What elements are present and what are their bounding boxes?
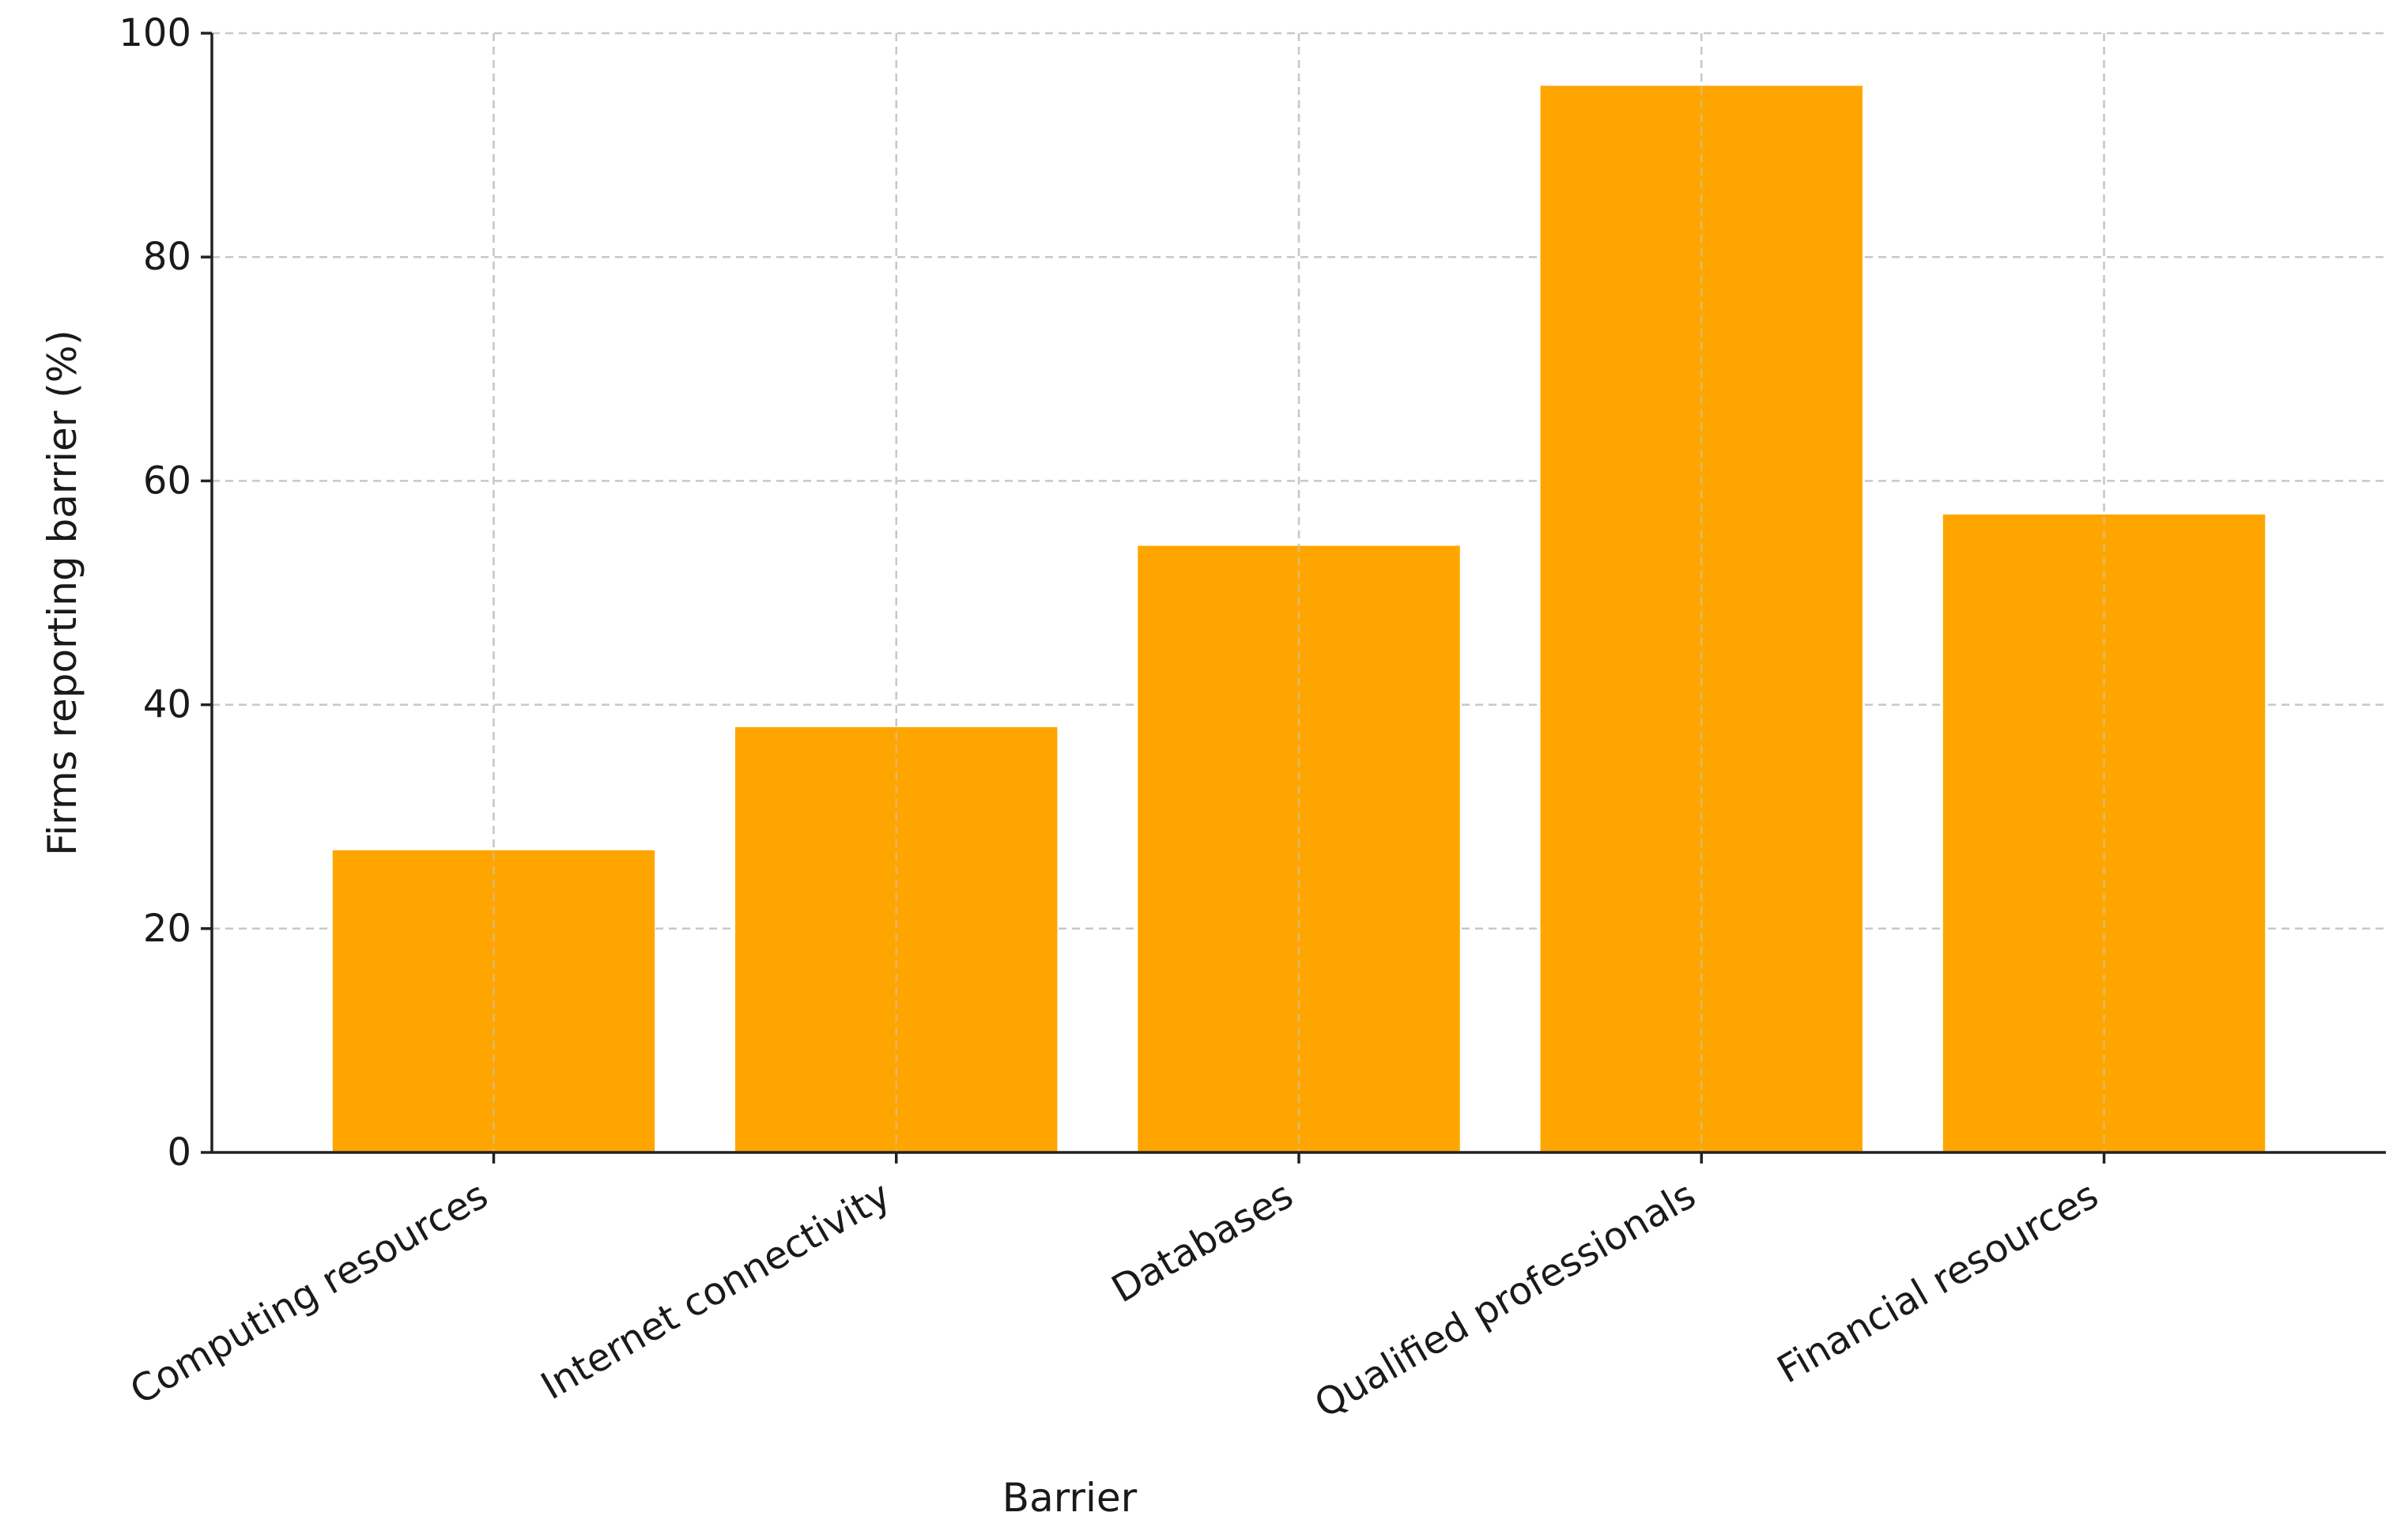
x-tick-label: Internet connectivity (534, 1173, 898, 1409)
bar (1138, 545, 1460, 1152)
x-tick-label: Computing resources (123, 1173, 496, 1413)
bars (332, 33, 2266, 1152)
y-tick-labels: 0 20 40 60 80 100 (119, 11, 191, 1175)
y-axis-title: Firms reporting barrier (%) (40, 330, 85, 856)
y-tick-label: 100 (119, 11, 191, 55)
y-tick-label: 20 (143, 907, 191, 951)
y-tick-label: 40 (143, 683, 191, 727)
y-tick-label: 60 (143, 458, 191, 503)
x-axis-title: Barrier (1002, 1475, 1138, 1521)
axes (201, 32, 2386, 1164)
x-tick-label: Databases (1104, 1173, 1300, 1312)
y-tick-label: 80 (143, 235, 191, 279)
x-tick-label: Financial resources (1770, 1173, 2106, 1393)
x-tick-labels: Computing resources Internet connectivity… (123, 1173, 2106, 1427)
x-tick-label: Qualified professionals (1308, 1173, 1704, 1427)
y-tick-label: 0 (167, 1130, 191, 1175)
